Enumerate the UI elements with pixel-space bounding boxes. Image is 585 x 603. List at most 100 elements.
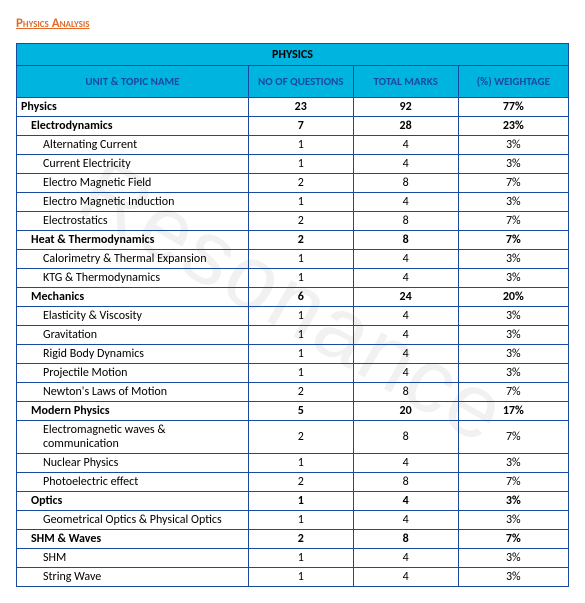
table-row: Photoelectric effect287%: [17, 473, 569, 492]
cell-noq: 6: [248, 288, 353, 307]
cell-weight: 17%: [458, 402, 568, 421]
cell-marks: 8: [353, 383, 458, 402]
cell-noq: 1: [248, 136, 353, 155]
cell-topic: Projectile Motion: [17, 364, 249, 383]
cell-noq: 1: [248, 193, 353, 212]
cell-topic: Electro Magnetic Field: [17, 174, 249, 193]
table-row: Newton's Laws of Motion287%: [17, 383, 569, 402]
cell-topic: Heat & Thermodynamics: [17, 231, 249, 250]
table-row: Rigid Body Dynamics143%: [17, 345, 569, 364]
cell-noq: 1: [248, 492, 353, 511]
cell-noq: 1: [248, 511, 353, 530]
col-header-weight: (%) WEIGHTAGE: [458, 66, 568, 98]
cell-marks: 4: [353, 155, 458, 174]
cell-noq: 1: [248, 307, 353, 326]
cell-weight: 3%: [458, 345, 568, 364]
cell-noq: 2: [248, 473, 353, 492]
cell-noq: 1: [248, 364, 353, 383]
cell-noq: 1: [248, 568, 353, 587]
cell-marks: 92: [353, 98, 458, 117]
cell-topic: Modern Physics: [17, 402, 249, 421]
cell-topic: Calorimetry & Thermal Expansion: [17, 250, 249, 269]
cell-weight: 3%: [458, 136, 568, 155]
cell-marks: 4: [353, 511, 458, 530]
table-row: Electrostatics287%: [17, 212, 569, 231]
cell-marks: 4: [353, 193, 458, 212]
table-row: Calorimetry & Thermal Expansion143%: [17, 250, 569, 269]
cell-topic: Geometrical Optics & Physical Optics: [17, 511, 249, 530]
cell-topic: Electromagnetic waves & communication: [17, 421, 249, 454]
cell-noq: 2: [248, 174, 353, 193]
col-header-noq: NO OF QUESTIONS: [248, 66, 353, 98]
cell-weight: 7%: [458, 174, 568, 193]
cell-noq: 1: [248, 155, 353, 174]
cell-topic: Rigid Body Dynamics: [17, 345, 249, 364]
cell-marks: 4: [353, 136, 458, 155]
table-row: Modern Physics52017%: [17, 402, 569, 421]
cell-weight: 7%: [458, 383, 568, 402]
col-header-topic: UNIT & TOPIC NAME: [17, 66, 249, 98]
cell-marks: 8: [353, 174, 458, 193]
cell-topic: SHM: [17, 549, 249, 568]
physics-analysis-table: PHYSICS UNIT & TOPIC NAME NO OF QUESTION…: [16, 43, 569, 587]
cell-topic: Photoelectric effect: [17, 473, 249, 492]
cell-topic: Alternating Current: [17, 136, 249, 155]
cell-weight: 3%: [458, 193, 568, 212]
cell-weight: 3%: [458, 307, 568, 326]
cell-marks: 4: [353, 326, 458, 345]
cell-noq: 1: [248, 549, 353, 568]
cell-weight: 7%: [458, 530, 568, 549]
cell-topic: KTG & Thermodynamics: [17, 269, 249, 288]
table-row: Electromagnetic waves & communication287…: [17, 421, 569, 454]
table-row: Electrodynamics72823%: [17, 117, 569, 136]
cell-weight: 3%: [458, 326, 568, 345]
cell-topic: Electrostatics: [17, 212, 249, 231]
table-row: Optics143%: [17, 492, 569, 511]
cell-weight: 7%: [458, 212, 568, 231]
cell-topic: Mechanics: [17, 288, 249, 307]
cell-noq: 2: [248, 212, 353, 231]
table-row: Gravitation143%: [17, 326, 569, 345]
cell-noq: 1: [248, 454, 353, 473]
cell-noq: 1: [248, 269, 353, 288]
cell-weight: 3%: [458, 155, 568, 174]
cell-weight: 3%: [458, 269, 568, 288]
cell-noq: 23: [248, 98, 353, 117]
cell-marks: 4: [353, 454, 458, 473]
cell-noq: 7: [248, 117, 353, 136]
cell-weight: 77%: [458, 98, 568, 117]
cell-noq: 2: [248, 530, 353, 549]
table-row: Physics239277%: [17, 98, 569, 117]
cell-weight: 3%: [458, 511, 568, 530]
cell-topic: Electro Magnetic Induction: [17, 193, 249, 212]
cell-marks: 8: [353, 473, 458, 492]
cell-marks: 4: [353, 549, 458, 568]
table-row: Alternating Current143%: [17, 136, 569, 155]
cell-topic: Optics: [17, 492, 249, 511]
cell-marks: 28: [353, 117, 458, 136]
cell-noq: 2: [248, 231, 353, 250]
cell-weight: 7%: [458, 473, 568, 492]
cell-marks: 8: [353, 231, 458, 250]
cell-noq: 1: [248, 345, 353, 364]
cell-weight: 3%: [458, 454, 568, 473]
table-row: KTG & Thermodynamics143%: [17, 269, 569, 288]
cell-weight: 7%: [458, 421, 568, 454]
cell-topic: String Wave: [17, 568, 249, 587]
cell-topic: Nuclear Physics: [17, 454, 249, 473]
cell-topic: Current Electricity: [17, 155, 249, 174]
table-title: PHYSICS: [17, 44, 569, 66]
table-row: Geometrical Optics & Physical Optics143%: [17, 511, 569, 530]
cell-weight: 23%: [458, 117, 568, 136]
cell-noq: 2: [248, 383, 353, 402]
table-row: Mechanics62420%: [17, 288, 569, 307]
table-row: Current Electricity143%: [17, 155, 569, 174]
table-row: SHM143%: [17, 549, 569, 568]
cell-noq: 1: [248, 250, 353, 269]
table-row: Elasticity & Viscosity143%: [17, 307, 569, 326]
table-row: Electro Magnetic Induction143%: [17, 193, 569, 212]
cell-weight: 3%: [458, 364, 568, 383]
cell-weight: 3%: [458, 250, 568, 269]
table-row: Nuclear Physics143%: [17, 454, 569, 473]
cell-topic: SHM & Waves: [17, 530, 249, 549]
